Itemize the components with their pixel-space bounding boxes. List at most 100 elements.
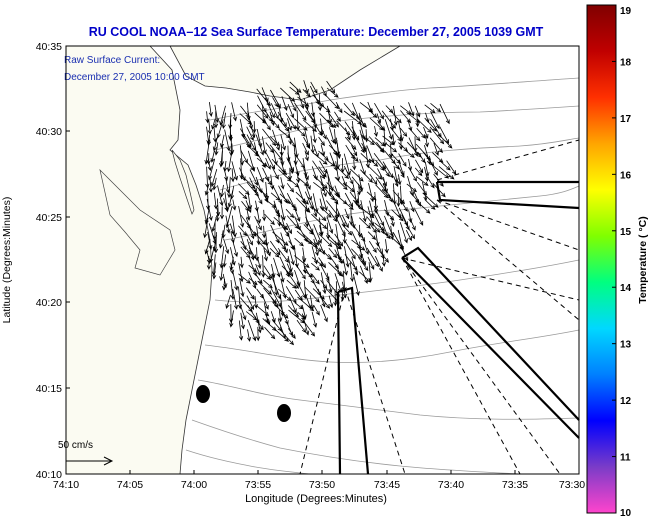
current-vector [417,151,426,164]
current-vector [271,326,289,342]
current-vector [238,302,247,321]
current-vector [289,81,302,94]
colorbar-tick-label: 14 [620,283,632,294]
current-vector [253,295,258,309]
current-vector [361,142,367,153]
current-vector [344,127,351,141]
current-vector [416,127,426,139]
current-vector [406,224,415,240]
current-vector [382,183,393,203]
current-vector [430,102,442,113]
current-vector [439,103,450,125]
current-vector [311,213,328,230]
current-vector [239,256,244,269]
y-axis: 40:35 40:30 40:25 40:20 40:15 40:10 Lati… [1,41,70,481]
current-vector [261,270,272,281]
current-vector [344,208,350,220]
current-vector [326,87,339,98]
current-vector [334,176,348,191]
current-vector [302,89,311,98]
current-vector [360,133,375,146]
current-vector [349,191,359,204]
current-vector [405,150,415,158]
current-vector [391,158,400,170]
current-vector [230,168,235,183]
current-vector [248,277,258,286]
current-vector [367,206,375,227]
current-vector [351,257,359,276]
current-vector [280,177,285,190]
current-vector [429,137,443,153]
current-vector [393,175,399,188]
current-vector [304,286,320,303]
current-vector [222,278,227,291]
current-vector [257,280,273,295]
current-vector [256,206,262,224]
current-vector [349,208,354,226]
current-vector [318,241,325,256]
current-vector [301,313,310,336]
current-vector [264,326,276,340]
current-vector [320,127,327,140]
current-vector [304,183,312,202]
current-vector [312,126,317,144]
x-axis: 74:10 74:05 74:00 73:55 73:50 73:45 73:4… [53,470,585,505]
current-vector [219,150,224,168]
current-vector [319,295,331,309]
current-vector [381,189,392,199]
current-vector [255,318,264,331]
current-vector [221,112,226,129]
current-vector [318,233,333,248]
current-vector [246,295,254,311]
current-vector [231,102,237,122]
current-vector [422,181,428,202]
current-vector [345,241,356,260]
current-vector [303,198,309,213]
current-vector [272,129,280,151]
current-vector [270,192,281,201]
colorbar-tick-label: 15 [620,227,632,238]
current-vector [318,150,329,161]
scale-label: 50 cm/s [58,440,93,451]
x-axis-label: Longitude (Degrees:Minutes) [245,493,387,505]
current-vector [391,209,404,222]
current-vector [294,207,301,223]
current-vector [230,262,235,275]
bathymetry-contours [185,77,580,475]
current-vector [319,225,324,237]
current-vector [303,269,314,278]
current-vector [213,111,219,129]
current-vector [326,80,336,94]
current-vector [212,262,217,280]
inland-bay [99,168,176,276]
current-vector [310,135,315,154]
current-vector [278,310,283,323]
current-vector [343,153,351,176]
current-vector [398,142,409,152]
transect-boxes [336,180,580,475]
current-vector [263,247,268,262]
current-vector [398,166,405,179]
current-vector [208,175,213,193]
current-vector [408,166,417,182]
current-vector [252,121,257,134]
y-tick-label: 40:30 [36,126,62,138]
current-vector [245,161,255,171]
current-vector [369,173,378,186]
current-vector [358,174,364,193]
current-vector [253,231,266,245]
current-vector [293,160,300,177]
current-vector [375,159,385,172]
current-vector [373,126,378,137]
current-vector [406,183,418,193]
current-vector [340,158,345,174]
current-vector [230,247,236,266]
current-vector [230,143,235,155]
current-vector [313,121,323,137]
current-vector [269,136,281,147]
current-vector [422,192,439,208]
current-vector [262,209,267,222]
current-vector [246,209,251,221]
current-vector [249,257,257,277]
scale-arrow-head [103,456,114,466]
